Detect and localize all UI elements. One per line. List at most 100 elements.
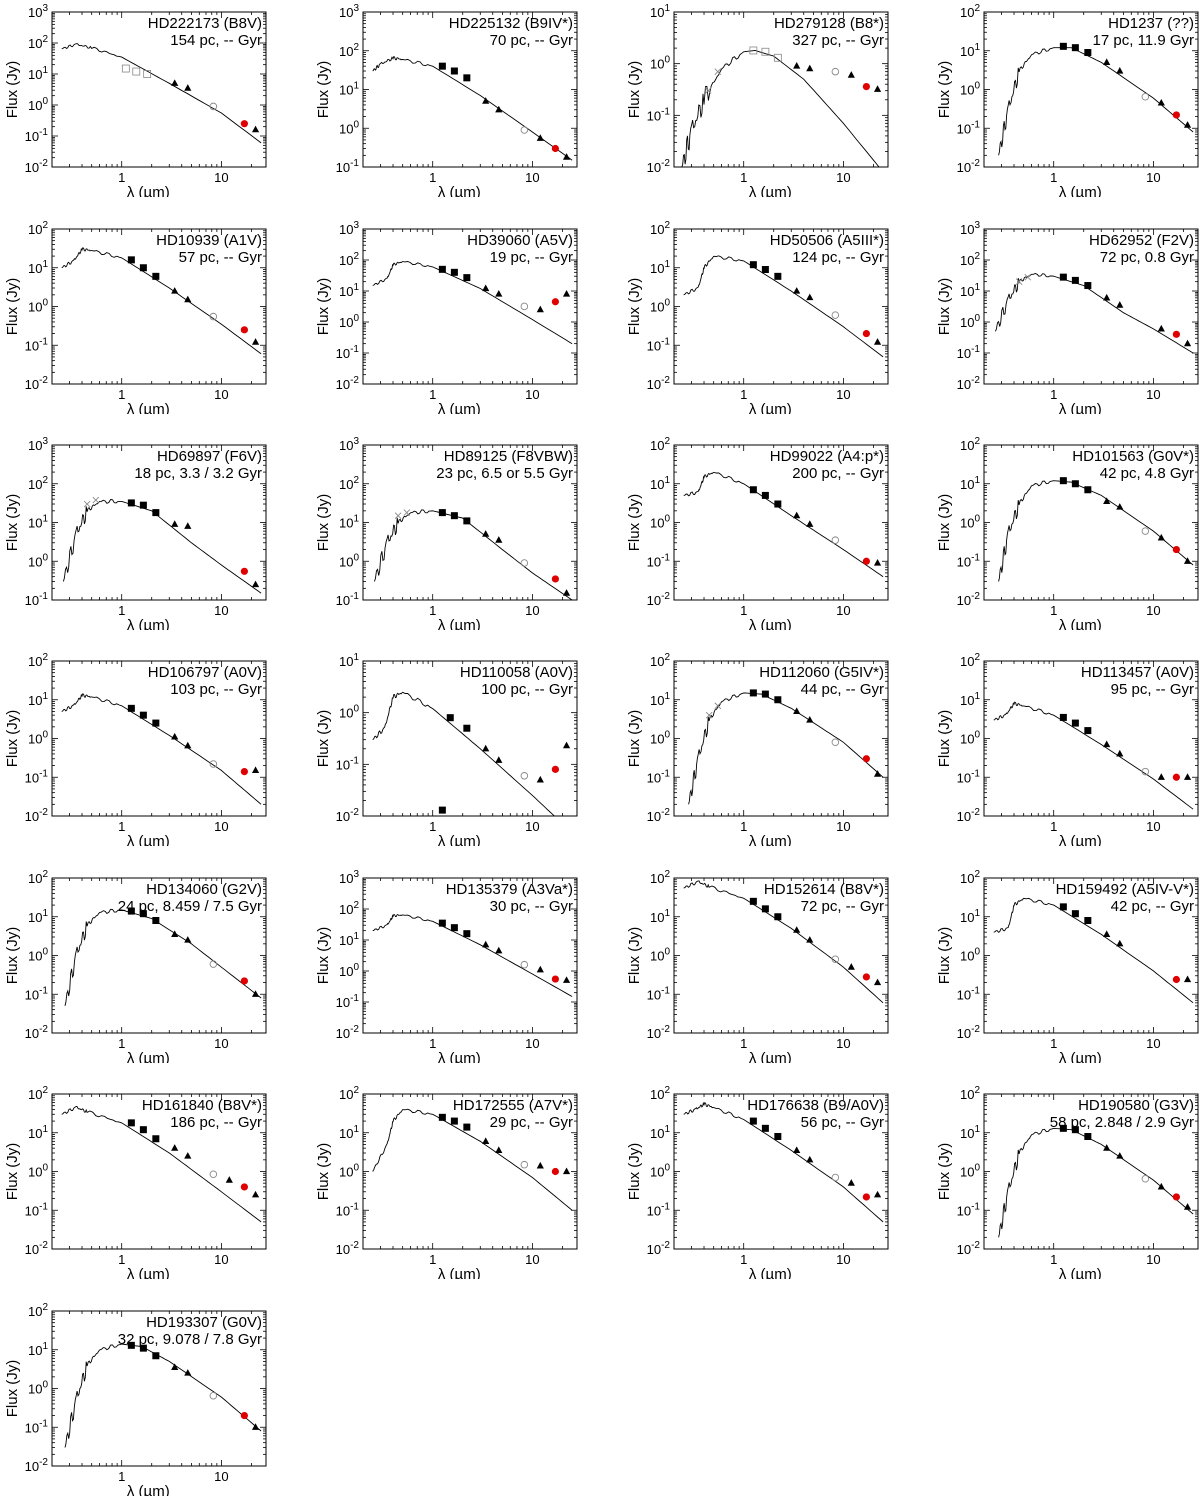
y-tick-label: 102 — [650, 220, 670, 237]
y-tick-label: 101 — [650, 3, 670, 20]
photometry-point — [520, 126, 529, 134]
sed-panel: 10-2 10-1 100 101 102 1 10 λ (µm) Flux (Jy) HD112… — [626, 652, 889, 846]
photometry-point — [1116, 749, 1124, 757]
photometry-point — [446, 714, 454, 722]
y-tick-label: 10-1 — [25, 127, 49, 144]
panel-subtitle: 200 pc, -- Gyr — [792, 465, 884, 482]
x-axis-label: λ (µm) — [127, 833, 170, 846]
sed-panel: 10-2 10-1 100 101 102 1 10 λ (µm) Flux (Jy) HD109… — [4, 220, 267, 414]
sed-panel: 10-2 10-1 100 101 102 1 10 λ (µm) Flux (Jy) HD134… — [4, 869, 267, 1063]
panel-title: HD101563 (G0V*) — [1072, 448, 1194, 465]
photometry-point — [873, 85, 882, 92]
photometry-point — [171, 1144, 179, 1151]
photometry-point — [1183, 1203, 1192, 1210]
photometry-point — [152, 272, 160, 280]
y-tick-label: 103 — [339, 3, 359, 20]
y-tick-label: 100 — [28, 947, 48, 964]
photometry-point — [1059, 477, 1067, 485]
panel-subtitle: 32 pc, 9.078 / 7.8 Gyr — [118, 1331, 262, 1348]
photometry-point — [438, 62, 446, 70]
photometry-point — [1172, 330, 1180, 338]
y-tick-label: 10-2 — [336, 1024, 360, 1041]
y-tick-label: 102 — [960, 869, 980, 886]
photometry-point — [139, 264, 147, 272]
y-tick-label: 102 — [28, 34, 48, 51]
photometry-point — [847, 963, 855, 970]
y-tick-label: 100 — [650, 1163, 670, 1180]
photometry-point — [761, 491, 769, 499]
x-axis-label: λ (µm) — [438, 1266, 481, 1279]
photometry-point — [1084, 486, 1092, 494]
model-spectrum-line — [61, 1106, 262, 1223]
photometry-point — [132, 67, 141, 76]
photometry-point — [862, 557, 870, 565]
x-tick-label: 10 — [214, 1252, 228, 1267]
photometry-point — [1172, 975, 1180, 984]
x-tick-label: 1 — [1050, 1036, 1057, 1051]
photometry-point — [240, 1411, 248, 1420]
y-tick-label: 101 — [339, 81, 359, 98]
panel-title: HD279128 (B8*) — [774, 15, 884, 32]
photometry-point — [536, 305, 544, 313]
panel-title: HD89125 (F8VBW) — [444, 448, 573, 465]
sed-panel: 10-2 10-1 100 101 102 1 10 λ (µm) Flux (Jy) HD152… — [626, 869, 889, 1063]
panel-subtitle: 186 pc, -- Gyr — [170, 1114, 262, 1131]
y-tick-label: 10-2 — [957, 807, 981, 824]
photometry-point — [1103, 740, 1111, 748]
plot-frame — [51, 1310, 267, 1467]
y-tick-label: 100 — [339, 552, 359, 569]
plot-frame — [51, 11, 267, 168]
photometry-point — [463, 1123, 471, 1131]
y-tick-label: 10-2 — [336, 807, 360, 824]
y-tick-label: 10-2 — [957, 1024, 981, 1041]
photometry-point — [251, 990, 260, 997]
y-tick-label: 10-1 — [957, 768, 981, 785]
photometry-point — [171, 79, 179, 86]
photometry-point — [1071, 719, 1079, 727]
photometry-point — [793, 1146, 801, 1154]
model-spectrum-line — [688, 692, 884, 805]
photometry-point — [152, 1352, 160, 1360]
x-tick-label: 1 — [429, 170, 436, 185]
photometry-point — [873, 559, 882, 566]
panel-subtitle: 56 pc, -- Gyr — [801, 1114, 884, 1131]
photometry-point — [184, 295, 192, 303]
photometry-point — [394, 512, 402, 519]
photometry-point — [562, 589, 571, 596]
y-tick-label: 101 — [339, 282, 359, 299]
panel-title: HD222173 (B8V) — [148, 15, 262, 32]
model-spectrum-line — [64, 908, 262, 1007]
photometry-point — [1071, 44, 1079, 52]
panel-title: HD10939 (A1V) — [156, 232, 262, 249]
y-tick-label: 100 — [960, 947, 980, 964]
sed-panel: 10-2 10-1 100 101 102 1 10 λ (µm) Flux (Jy) HD161… — [4, 1085, 267, 1279]
sed-panel: 10-2 10-1 100 101 102 1 10 λ (µm) Flux (Jy) HD190… — [936, 1085, 1199, 1279]
plot-frame — [983, 444, 1199, 601]
y-tick-label: 10-2 — [957, 591, 981, 608]
photometry-point — [551, 1167, 559, 1176]
plot-frame — [362, 228, 578, 385]
y-axis-label: Flux (Jy) — [4, 1143, 21, 1201]
sed-panel: 10-2 10-1 100 101 102 1 10 λ (µm) Flux (Jy) HD123… — [936, 3, 1199, 197]
x-tick-label: 1 — [1050, 170, 1057, 185]
y-tick-label: 101 — [960, 42, 980, 59]
model-spectrum-line — [372, 1108, 573, 1211]
photometry-point — [774, 272, 782, 280]
photometry-point — [562, 153, 571, 160]
y-tick-label: 100 — [960, 81, 980, 98]
x-tick-label: 1 — [118, 387, 125, 402]
panel-title: HD159492 (A5IV-V*) — [1056, 881, 1194, 898]
x-tick-label: 10 — [1146, 170, 1160, 185]
y-tick-label: 101 — [339, 652, 359, 669]
sed-panel: 10-2 10-1 100 101 102 1 10 λ (µm) Flux (Jy) HD106… — [4, 652, 267, 846]
photometry-point — [171, 1363, 179, 1371]
x-axis-label: λ (µm) — [1059, 401, 1102, 414]
photometry-point — [862, 973, 870, 981]
y-tick-label: 102 — [28, 1302, 48, 1319]
photometry-point — [761, 266, 769, 274]
x-tick-label: 1 — [429, 1252, 436, 1267]
photometry-point — [482, 97, 490, 104]
x-tick-label: 10 — [214, 387, 228, 402]
sed-panel: 10-2 10-1 100 101 102 1 10 λ (µm) Flux (Jy) HD113… — [936, 652, 1199, 846]
photometry-point — [139, 501, 147, 509]
